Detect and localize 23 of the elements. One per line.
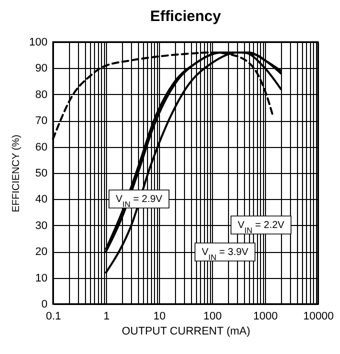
x-tick-label: 1000 xyxy=(253,310,278,322)
y-tick-label: 40 xyxy=(35,194,48,206)
y-tick-label: 60 xyxy=(35,141,48,154)
y-tick-label: 100 xyxy=(29,36,48,48)
x-tick-label: 10000 xyxy=(303,310,334,322)
chart-title: Efficiency xyxy=(150,8,222,25)
x-tick-label: 0.1 xyxy=(46,310,62,322)
x-axis-title: OUTPUT CURRENT (mA) xyxy=(122,326,250,338)
y-tick-label: 80 xyxy=(35,88,48,101)
y-tick-label: 10 xyxy=(35,272,48,284)
text: V$_{IN}$ = 2.2V xyxy=(238,220,285,234)
y-tick-label: 50 xyxy=(35,168,48,180)
x-tick-label: 10 xyxy=(153,310,166,322)
x-tick-label: 1 xyxy=(103,310,110,322)
y-tick-label: 70 xyxy=(35,115,48,128)
y-axis-title: EFFICIENCY (%) xyxy=(11,134,22,212)
y-tick-label: 90 xyxy=(35,62,48,75)
y-tick-label: 20 xyxy=(35,246,48,258)
series-label: V$_{IN}$ = 2.9V xyxy=(116,194,163,208)
y-tick-label: 0 xyxy=(41,298,48,310)
text: V$_{IN}$ = 3.9V xyxy=(202,247,249,262)
x-tick-label: 100 xyxy=(203,310,222,322)
y-tick-label: 30 xyxy=(35,220,48,232)
